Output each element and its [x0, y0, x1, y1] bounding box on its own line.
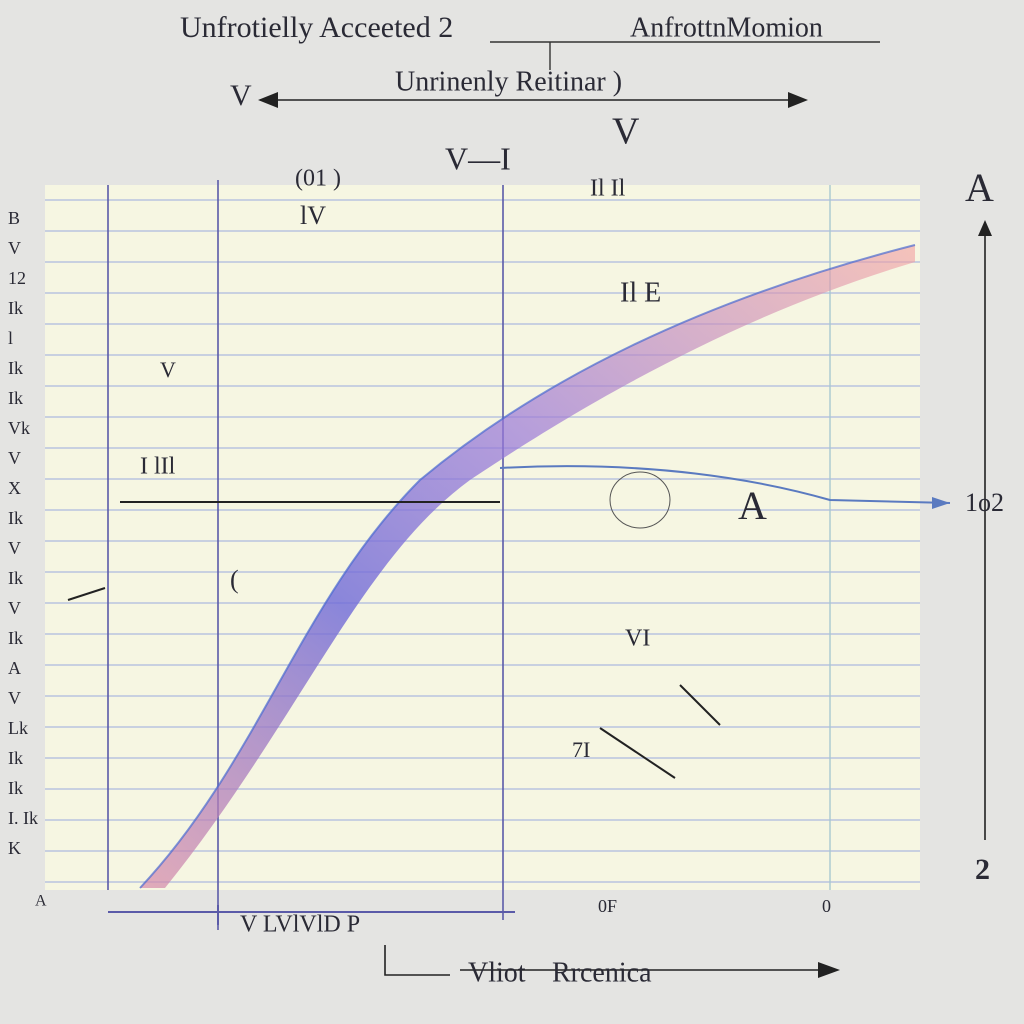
annotation: I lIl: [140, 454, 176, 480]
left-mark: V: [8, 448, 21, 468]
left-mark: V: [8, 688, 21, 708]
annotation: Il E: [620, 277, 661, 308]
title: Unfrotielly Acceeted 2: [180, 11, 453, 44]
left-mark: I. Ik: [8, 808, 38, 828]
bottom-label: 0: [822, 896, 831, 916]
arrowhead: [932, 497, 950, 509]
annotation: Il Il: [590, 176, 626, 202]
left-mark: V: [8, 598, 21, 618]
ruled-lines: [45, 199, 920, 883]
stroke: [67, 587, 721, 779]
axis-title: Rrcenica: [552, 957, 652, 988]
axis-label: 2: [975, 853, 990, 886]
arrow: [499, 465, 951, 504]
annotation: VI: [625, 626, 650, 652]
left-mark: Lk: [8, 718, 28, 738]
left-mark: K: [8, 838, 21, 858]
arrow-label: V—I: [445, 140, 511, 176]
left-mark: Ik: [8, 358, 23, 378]
bracket: [108, 905, 515, 925]
arrow-label: V: [612, 111, 640, 153]
curve: [139, 244, 916, 889]
left-mark: Ik: [8, 778, 23, 798]
left-mark: l: [8, 328, 13, 348]
annotation: V: [160, 357, 176, 382]
annotation: A: [738, 483, 767, 528]
left-mark: Ik: [8, 628, 23, 648]
bracket: [490, 41, 880, 70]
left-mark: Ik: [8, 568, 23, 588]
left-mark: Ik: [8, 508, 23, 528]
arrowhead: [818, 962, 840, 978]
title: AnfrottnMomion: [630, 12, 823, 43]
annotation: (01 ): [295, 166, 341, 192]
left-mark: V: [8, 238, 21, 258]
arrow: [384, 945, 835, 976]
left-mark: Ik: [8, 748, 23, 768]
left-mark: Ik: [8, 388, 23, 408]
bottom-label: V LVlVlD P: [240, 912, 360, 938]
left-mark: Vk: [8, 418, 30, 438]
left-mark: V: [8, 538, 21, 558]
left-mark: X: [8, 478, 21, 498]
annotation: lV: [300, 201, 326, 230]
left-mark: B: [8, 208, 20, 228]
left-mark: 12: [8, 268, 26, 288]
subtitle: Unrinenly Reitinar ): [395, 66, 622, 97]
axis-label: A: [965, 165, 994, 210]
circle: [609, 471, 671, 529]
left-mark: Ik: [8, 298, 23, 318]
annotation: 7I: [572, 737, 590, 762]
axis-title: Vliot: [468, 957, 526, 988]
arrowhead: [978, 220, 992, 236]
annotation: (: [230, 565, 239, 594]
annotation: 1o2: [965, 488, 1004, 517]
corner-label: A: [35, 893, 47, 910]
arrow-label: V: [230, 79, 252, 112]
bottom-label: 0F: [598, 896, 617, 916]
left-mark: A: [8, 658, 21, 678]
